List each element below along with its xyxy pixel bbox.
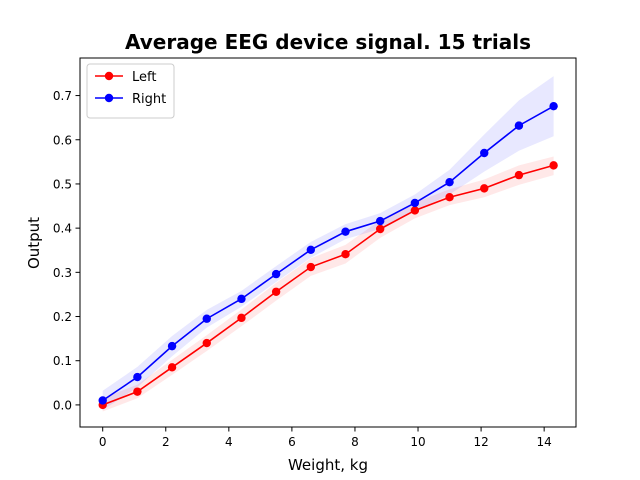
point-right xyxy=(133,372,142,382)
point-right xyxy=(271,269,281,279)
legend-label-left: Left xyxy=(132,70,156,85)
point-right xyxy=(410,198,420,208)
legend: Left Right xyxy=(86,63,175,119)
x-tick-label: 12 xyxy=(473,435,488,449)
y-tick-label: 0.4 xyxy=(53,222,72,236)
point-right xyxy=(202,314,211,323)
point-right xyxy=(237,294,246,304)
band-left xyxy=(102,156,554,412)
y-tick-label: 0.1 xyxy=(53,354,72,368)
point-left xyxy=(167,363,177,372)
x-tick-label: 6 xyxy=(288,435,296,449)
point-left xyxy=(133,387,142,396)
confidence-bands xyxy=(102,76,554,412)
y-axis-ticks: 0.0 0.1 0.2 0.3 0.4 0.5 0.6 0.7 xyxy=(53,89,80,412)
point-left xyxy=(445,193,454,202)
point-right xyxy=(341,227,350,236)
y-tick-label: 0.0 xyxy=(53,398,72,412)
point-left xyxy=(341,250,350,259)
x-tick-label: 0 xyxy=(99,435,107,449)
point-left xyxy=(237,313,246,323)
x-axis-ticks: 0 2 4 6 8 10 12 14 xyxy=(99,427,552,449)
point-left xyxy=(549,161,558,170)
point-right xyxy=(375,216,385,226)
point-left xyxy=(306,262,316,272)
legend-label-right: Right xyxy=(132,92,166,107)
chart-title: Average EEG device signal. 15 trials xyxy=(125,30,531,54)
x-tick-label: 2 xyxy=(162,435,170,449)
point-right xyxy=(306,245,316,254)
plot-area-frame xyxy=(79,57,577,428)
y-tick-label: 0.2 xyxy=(53,310,72,324)
point-left xyxy=(514,170,524,180)
point-left xyxy=(202,338,211,348)
x-tick-label: 10 xyxy=(410,435,425,449)
point-left xyxy=(410,206,420,215)
point-right xyxy=(480,148,489,158)
point-left xyxy=(480,184,489,193)
point-right xyxy=(98,396,107,405)
y-tick-label: 0.7 xyxy=(53,89,72,103)
point-right xyxy=(167,341,177,351)
legend-marker-left xyxy=(104,71,114,81)
line-left xyxy=(102,164,554,406)
line-right xyxy=(102,105,555,402)
series-lines xyxy=(102,105,555,406)
point-left xyxy=(375,224,385,234)
band-right xyxy=(102,76,554,411)
y-tick-label: 0.6 xyxy=(53,133,72,147)
legend-box xyxy=(86,63,175,119)
y-axis-label: Output xyxy=(25,217,43,269)
point-right xyxy=(514,121,524,130)
point-left xyxy=(271,287,281,296)
series-markers xyxy=(98,101,558,410)
point-right xyxy=(445,177,454,187)
y-tick-label: 0.5 xyxy=(53,177,72,191)
x-tick-label: 4 xyxy=(225,435,233,449)
point-right xyxy=(549,101,558,111)
x-axis-label: Weight, kg xyxy=(288,456,368,474)
x-tick-label: 8 xyxy=(351,435,359,449)
x-tick-label: 14 xyxy=(537,435,552,449)
legend-marker-right xyxy=(104,93,114,103)
y-tick-label: 0.3 xyxy=(53,266,72,280)
